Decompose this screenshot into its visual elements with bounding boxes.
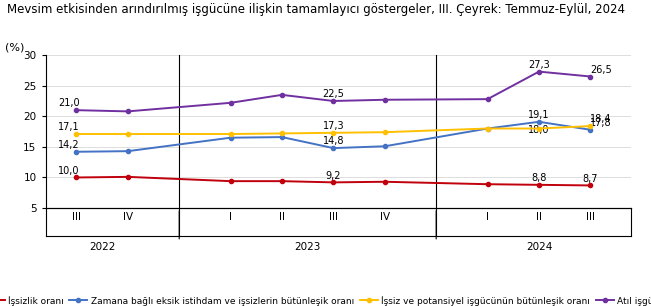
- Text: 10,0: 10,0: [58, 166, 79, 176]
- Text: 26,5: 26,5: [590, 65, 611, 75]
- Text: 22,5: 22,5: [322, 89, 344, 99]
- Text: 8,8: 8,8: [531, 173, 547, 183]
- Text: 9,2: 9,2: [326, 170, 341, 181]
- Text: 14,2: 14,2: [58, 140, 79, 150]
- Legend: İşsizlik oranı, Zamana bağlı eksik istihdam ve işsizlerin bütünleşik oranı, İşsi: İşsizlik oranı, Zamana bağlı eksik istih…: [0, 292, 651, 306]
- Text: 18,0: 18,0: [528, 125, 549, 135]
- Text: 2024: 2024: [526, 242, 552, 252]
- Text: 17,8: 17,8: [590, 118, 611, 128]
- Text: 8,7: 8,7: [583, 174, 598, 184]
- Text: 21,0: 21,0: [58, 98, 79, 108]
- Text: 2022: 2022: [89, 242, 115, 252]
- Text: 14,8: 14,8: [323, 136, 344, 146]
- Text: 18,4: 18,4: [590, 114, 611, 124]
- Text: 17,3: 17,3: [322, 121, 344, 131]
- Text: Mevsim etkisinden arındırılmış işgücüne ilişkin tamamlayıcı göstergeler, III. Çe: Mevsim etkisinden arındırılmış işgücüne …: [7, 3, 624, 16]
- Text: 2023: 2023: [294, 242, 321, 252]
- Text: 17,1: 17,1: [58, 122, 79, 132]
- Text: (%): (%): [5, 42, 24, 52]
- Text: 19,1: 19,1: [528, 110, 549, 120]
- Text: 27,3: 27,3: [528, 60, 550, 70]
